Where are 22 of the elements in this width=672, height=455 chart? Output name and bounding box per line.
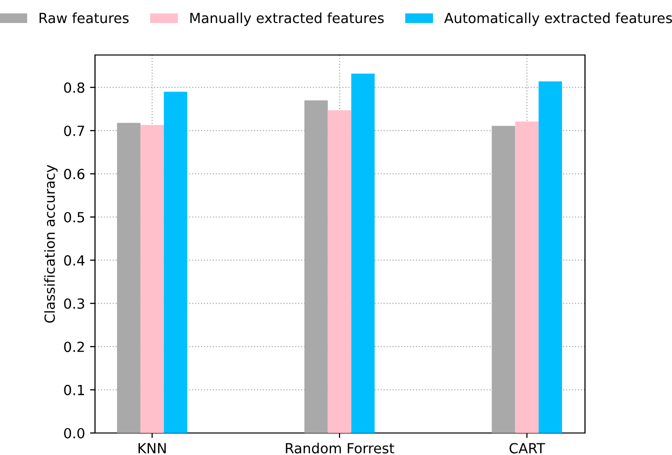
- y-tick-label: 0.4: [64, 255, 84, 266]
- bar: [164, 92, 188, 433]
- x-tick-label: CART: [510, 442, 546, 454]
- bar: [538, 81, 562, 433]
- y-tick-label: 0.1: [64, 384, 84, 396]
- y-tick-label: 0.7: [64, 126, 84, 136]
- bar: [351, 74, 375, 433]
- y-tick-label: 0.6: [64, 168, 84, 180]
- bar: [140, 124, 164, 433]
- y-tick-label: 0.8: [64, 82, 84, 93]
- legend-label: Manually extracted features: [190, 12, 384, 26]
- x-tick-label: Random Forrest: [286, 442, 394, 454]
- legend-label: Automatically extracted features: [444, 12, 672, 26]
- legend-label: Raw features: [40, 12, 129, 24]
- bar: [515, 122, 539, 433]
- y-tick-label: 0.2: [64, 342, 84, 352]
- y-tick-label: 0.5: [64, 212, 84, 222]
- x-tick-label: KNN: [138, 443, 166, 454]
- bar: [328, 110, 352, 433]
- y-tick-label: 0.3: [64, 298, 84, 309]
- y-tick-label: 0.0: [64, 428, 84, 438]
- y-axis-title: Classification accuracy: [44, 164, 58, 323]
